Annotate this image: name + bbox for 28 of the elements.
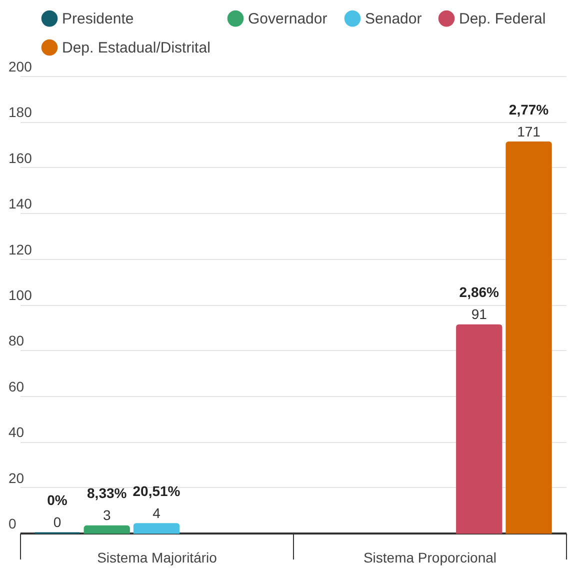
annotation: 8,33% [87,485,128,502]
legend-label: Dep. Federal [459,10,546,28]
legend-label: Presidente [62,10,134,28]
y-tick-label: 40 [8,424,24,440]
y-tick-label: 80 [8,332,24,349]
annotation: 0% [47,492,68,508]
data-label: 91 [471,306,488,322]
y-tick-label: 200 [8,58,32,74]
legend-label: Governador [248,10,328,28]
y-tick-label: 140 [8,196,32,212]
annotation: 2,86% [459,284,500,300]
data-label: 4 [152,504,161,521]
legend-label: Senador [365,10,422,28]
y-tick-label: 100 [8,287,32,303]
y-tick-label: 20 [8,470,24,486]
y-tick-label: 180 [8,104,32,120]
annotation: 2,77% [508,101,550,118]
data-label: 171 [517,123,541,140]
y-tick-label: 120 [8,241,32,258]
legend-label: Dep. Estadual/Distrital [62,40,210,56]
y-tick-label: 160 [8,150,32,166]
y-tick-label: 0 [8,516,16,532]
x-tick-label: Sistema Proporcional [363,550,497,566]
annotation: 20,51% [132,482,181,499]
x-tick-label: Sistema Majoritário [97,550,218,566]
data-label: 3 [102,507,111,524]
y-tick-label: 60 [8,378,24,394]
data-label: 0 [53,514,62,530]
